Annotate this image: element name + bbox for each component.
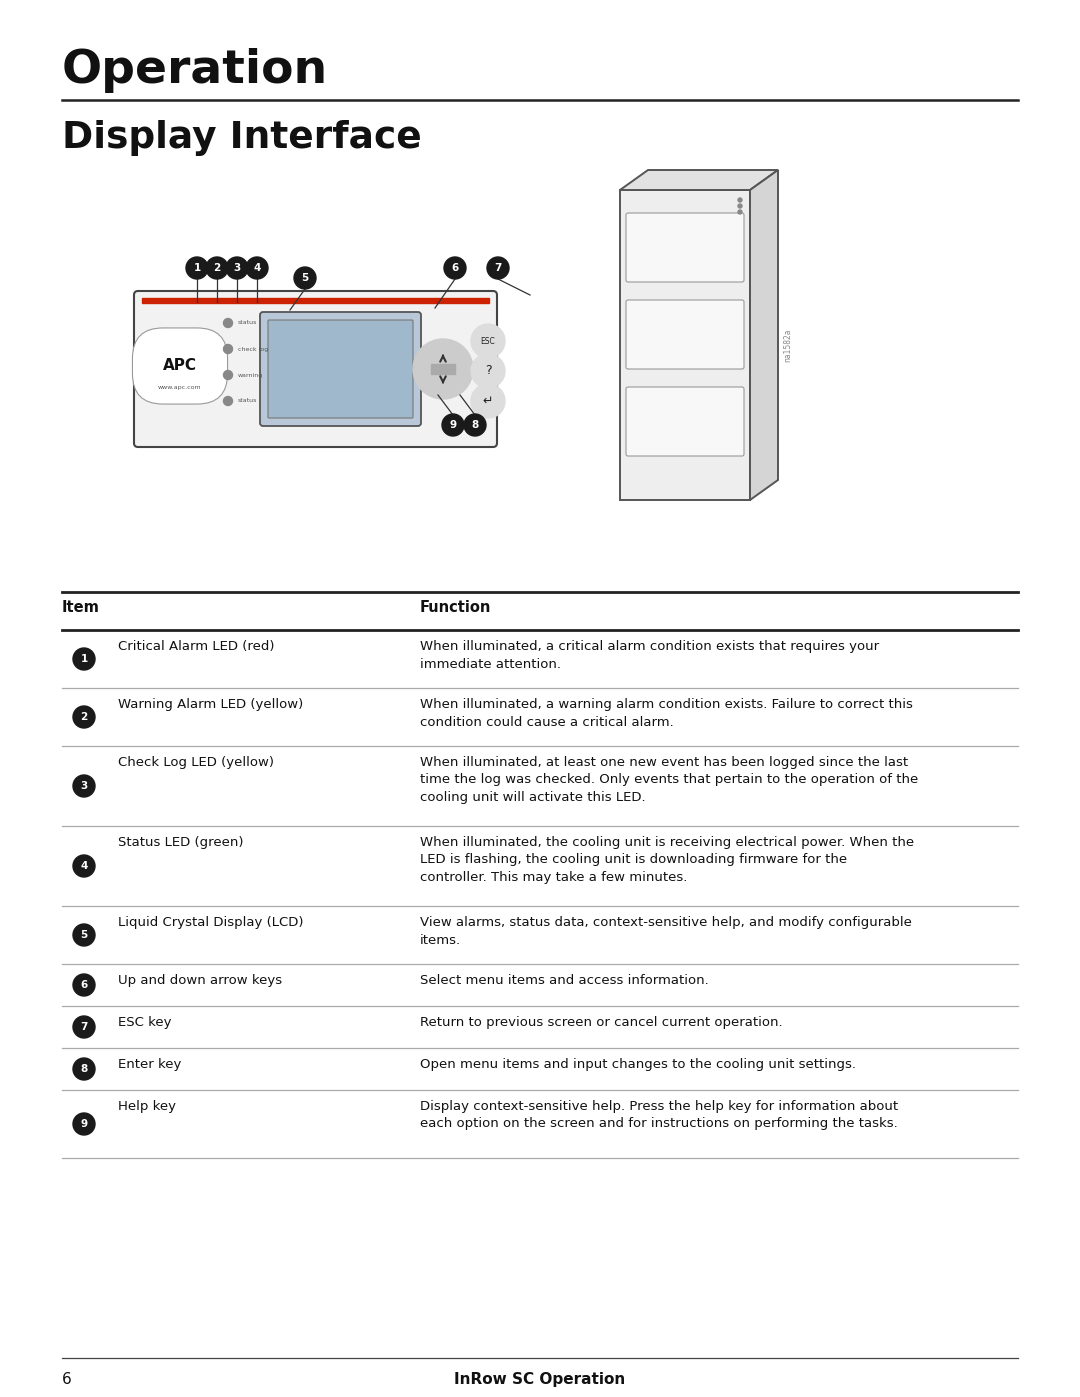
Text: Function: Function — [420, 599, 491, 615]
Text: warning: warning — [238, 373, 264, 377]
Circle shape — [246, 257, 268, 279]
Text: www.apc.com: www.apc.com — [158, 386, 202, 391]
Polygon shape — [620, 170, 778, 190]
Text: 8: 8 — [80, 1065, 87, 1074]
Circle shape — [73, 1016, 95, 1038]
Circle shape — [442, 414, 464, 436]
Text: Display context-sensitive help. Press the help key for information about
each op: Display context-sensitive help. Press th… — [420, 1099, 899, 1130]
Text: 3: 3 — [80, 781, 87, 791]
Circle shape — [206, 257, 228, 279]
Text: Enter key: Enter key — [118, 1058, 181, 1071]
Text: Warning Alarm LED (yellow): Warning Alarm LED (yellow) — [118, 698, 303, 711]
Circle shape — [471, 384, 505, 418]
Text: status: status — [238, 398, 257, 404]
FancyBboxPatch shape — [626, 300, 744, 369]
Text: ESC key: ESC key — [118, 1016, 172, 1030]
Text: Help key: Help key — [118, 1099, 176, 1113]
Text: 6: 6 — [451, 263, 459, 272]
Text: Status LED (green): Status LED (green) — [118, 835, 243, 849]
Circle shape — [738, 204, 742, 208]
Circle shape — [224, 370, 232, 380]
Circle shape — [186, 257, 208, 279]
Text: Up and down arrow keys: Up and down arrow keys — [118, 974, 282, 988]
Circle shape — [224, 397, 232, 405]
Text: 8: 8 — [471, 420, 478, 430]
Text: status: status — [238, 320, 257, 326]
Text: When illuminated, at least one new event has been logged since the last
time the: When illuminated, at least one new event… — [420, 756, 918, 805]
Bar — [141, 298, 489, 303]
Text: 2: 2 — [80, 712, 87, 722]
Polygon shape — [750, 170, 778, 500]
Text: 6: 6 — [80, 981, 87, 990]
Circle shape — [73, 974, 95, 996]
Text: Operation: Operation — [62, 47, 328, 94]
Text: 5: 5 — [301, 272, 309, 284]
Text: 6: 6 — [62, 1372, 71, 1387]
Circle shape — [73, 855, 95, 877]
Text: 3: 3 — [233, 263, 241, 272]
Text: 7: 7 — [80, 1023, 87, 1032]
Circle shape — [224, 345, 232, 353]
Text: Critical Alarm LED (red): Critical Alarm LED (red) — [118, 640, 274, 652]
Text: When illuminated, a warning alarm condition exists. Failure to correct this
cond: When illuminated, a warning alarm condit… — [420, 698, 913, 728]
FancyBboxPatch shape — [626, 212, 744, 282]
Circle shape — [73, 648, 95, 671]
Text: 5: 5 — [80, 930, 87, 940]
Text: Check Log LED (yellow): Check Log LED (yellow) — [118, 756, 274, 768]
Text: 1: 1 — [80, 654, 87, 664]
FancyBboxPatch shape — [134, 291, 497, 447]
Circle shape — [224, 319, 232, 327]
Circle shape — [444, 257, 465, 279]
Text: Item: Item — [62, 599, 99, 615]
Circle shape — [73, 923, 95, 946]
Text: ?: ? — [485, 365, 491, 377]
Text: na1582a: na1582a — [783, 328, 792, 362]
Circle shape — [471, 324, 505, 358]
Bar — [431, 365, 455, 374]
Text: 4: 4 — [80, 861, 87, 870]
Text: Return to previous screen or cancel current operation.: Return to previous screen or cancel curr… — [420, 1016, 783, 1030]
Text: 9: 9 — [80, 1119, 87, 1129]
Text: 2: 2 — [214, 263, 220, 272]
Circle shape — [73, 705, 95, 728]
Text: ESC: ESC — [481, 337, 496, 345]
Text: When illuminated, the cooling unit is receiving electrical power. When the
LED i: When illuminated, the cooling unit is re… — [420, 835, 914, 884]
Circle shape — [294, 267, 316, 289]
Text: 7: 7 — [495, 263, 502, 272]
Text: When illuminated, a critical alarm condition exists that requires your
immediate: When illuminated, a critical alarm condi… — [420, 640, 879, 671]
Text: 4: 4 — [254, 263, 260, 272]
Text: Display Interface: Display Interface — [62, 120, 422, 156]
Circle shape — [738, 198, 742, 203]
Circle shape — [413, 339, 473, 400]
FancyBboxPatch shape — [626, 387, 744, 455]
Circle shape — [471, 353, 505, 388]
Circle shape — [738, 210, 742, 214]
FancyBboxPatch shape — [260, 312, 421, 426]
Text: 9: 9 — [449, 420, 457, 430]
Bar — [620, 190, 750, 500]
Text: check log: check log — [238, 346, 268, 352]
Circle shape — [73, 1113, 95, 1134]
Circle shape — [464, 414, 486, 436]
FancyBboxPatch shape — [268, 320, 413, 418]
Text: InRow SC Operation: InRow SC Operation — [455, 1372, 625, 1387]
Circle shape — [487, 257, 509, 279]
Text: Liquid Crystal Display (LCD): Liquid Crystal Display (LCD) — [118, 916, 303, 929]
Text: Select menu items and access information.: Select menu items and access information… — [420, 974, 708, 988]
Text: Open menu items and input changes to the cooling unit settings.: Open menu items and input changes to the… — [420, 1058, 856, 1071]
Text: View alarms, status data, context-sensitive help, and modify configurable
items.: View alarms, status data, context-sensit… — [420, 916, 912, 947]
Text: 1: 1 — [193, 263, 201, 272]
Circle shape — [73, 1058, 95, 1080]
Text: APC: APC — [163, 359, 197, 373]
Circle shape — [226, 257, 248, 279]
Circle shape — [73, 775, 95, 798]
Text: ↵: ↵ — [483, 394, 494, 408]
